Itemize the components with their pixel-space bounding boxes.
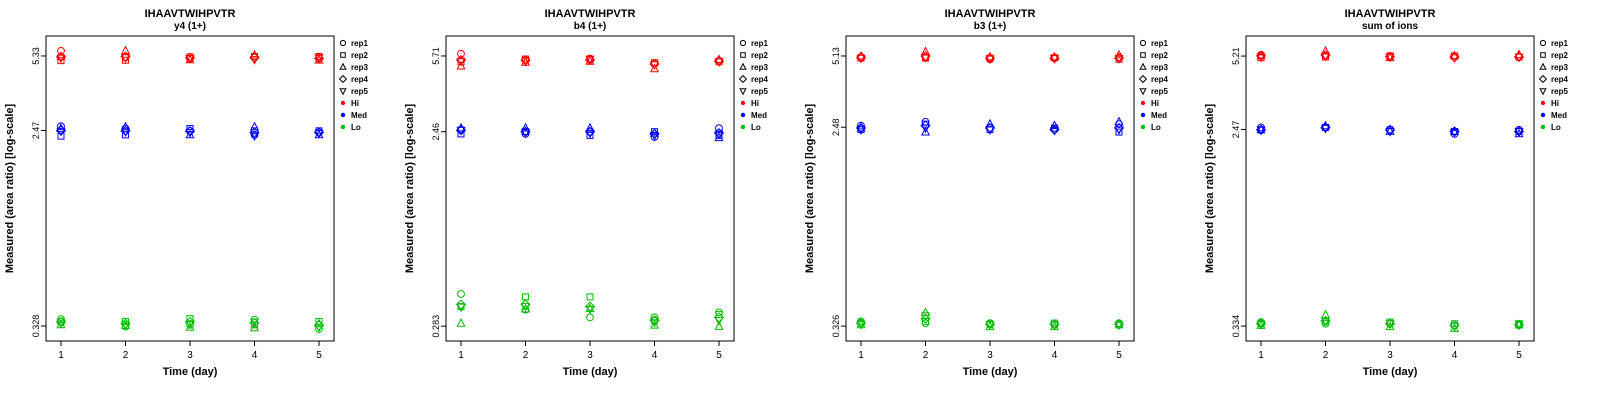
svg-text:Med: Med bbox=[351, 111, 367, 120]
svg-text:IHAAVTWIHPVTR: IHAAVTWIHPVTR bbox=[145, 8, 236, 20]
svg-text:rep1: rep1 bbox=[1551, 39, 1568, 48]
chart-panel-sum-of-ions: IHAAVTWIHPVTR sum of ions 5.21 2.47 0.334 1 2 3… bbox=[1200, 0, 1600, 400]
svg-text:rep3: rep3 bbox=[1551, 63, 1568, 72]
svg-text:1: 1 bbox=[1258, 350, 1264, 361]
svg-text:rep2: rep2 bbox=[1151, 51, 1168, 60]
svg-text:Med: Med bbox=[1551, 111, 1567, 120]
svg-text:0.283: 0.283 bbox=[431, 315, 441, 338]
svg-text:Time (day): Time (day) bbox=[163, 366, 218, 378]
svg-text:5.21: 5.21 bbox=[1231, 47, 1241, 65]
svg-text:3: 3 bbox=[987, 350, 993, 361]
svg-text:Measured (area ratio) [log-sca: Measured (area ratio) [log-scale] bbox=[4, 104, 16, 274]
chart-panel-b3-1plus: IHAAVTWIHPVTR b3 (1+) 5.13 2.48 0.326 1 2 3 4 5 Ti… bbox=[800, 0, 1200, 400]
svg-text:1: 1 bbox=[58, 350, 64, 361]
svg-text:4: 4 bbox=[1052, 350, 1058, 361]
svg-text:2.47: 2.47 bbox=[31, 122, 41, 140]
svg-text:b4 (1+): b4 (1+) bbox=[574, 21, 607, 32]
svg-text:2.46: 2.46 bbox=[431, 123, 441, 141]
svg-text:1: 1 bbox=[858, 350, 864, 361]
svg-text:3: 3 bbox=[1387, 350, 1393, 361]
svg-text:2: 2 bbox=[923, 350, 929, 361]
svg-text:rep5: rep5 bbox=[351, 87, 368, 96]
svg-text:4: 4 bbox=[652, 350, 658, 361]
svg-text:IHAAVTWIHPVTR: IHAAVTWIHPVTR bbox=[1345, 8, 1436, 20]
svg-text:sum of ions: sum of ions bbox=[1362, 21, 1419, 32]
chart-panel-b4-1plus: IHAAVTWIHPVTR b4 (1+) 5.71 2.46 0.283 1 2 3 4 5 Ti… bbox=[400, 0, 800, 400]
svg-text:rep1: rep1 bbox=[1151, 39, 1168, 48]
svg-text:3: 3 bbox=[587, 350, 593, 361]
svg-text:Hi: Hi bbox=[351, 99, 359, 108]
svg-text:rep5: rep5 bbox=[1551, 87, 1568, 96]
svg-text:rep1: rep1 bbox=[351, 39, 368, 48]
svg-text:rep1: rep1 bbox=[751, 39, 768, 48]
svg-text:Measured (area ratio) [log-sca: Measured (area ratio) [log-scale] bbox=[804, 104, 816, 274]
svg-text:Measured (area ratio) [log-sca: Measured (area ratio) [log-scale] bbox=[404, 104, 416, 274]
svg-text:Time (day): Time (day) bbox=[1363, 366, 1418, 378]
svg-text:b3 (1+): b3 (1+) bbox=[974, 21, 1007, 32]
svg-text:Hi: Hi bbox=[1551, 99, 1559, 108]
svg-text:0.334: 0.334 bbox=[1231, 315, 1241, 338]
svg-text:IHAAVTWIHPVTR: IHAAVTWIHPVTR bbox=[945, 8, 1036, 20]
svg-text:Lo: Lo bbox=[751, 123, 761, 132]
svg-text:0.326: 0.326 bbox=[831, 315, 841, 338]
svg-text:2.47: 2.47 bbox=[1231, 121, 1241, 139]
svg-text:2.48: 2.48 bbox=[831, 118, 841, 136]
svg-text:0.328: 0.328 bbox=[31, 315, 41, 338]
svg-text:2: 2 bbox=[123, 350, 129, 361]
svg-text:Hi: Hi bbox=[1151, 99, 1159, 108]
svg-text:Hi: Hi bbox=[751, 99, 759, 108]
svg-text:Lo: Lo bbox=[1151, 123, 1161, 132]
svg-text:2: 2 bbox=[523, 350, 529, 361]
svg-text:IHAAVTWIHPVTR: IHAAVTWIHPVTR bbox=[545, 8, 636, 20]
svg-text:Med: Med bbox=[751, 111, 767, 120]
svg-text:Lo: Lo bbox=[351, 123, 361, 132]
svg-text:5: 5 bbox=[1116, 350, 1122, 361]
svg-text:rep2: rep2 bbox=[1551, 51, 1568, 60]
svg-text:Time (day): Time (day) bbox=[963, 366, 1018, 378]
svg-text:2: 2 bbox=[1323, 350, 1329, 361]
svg-text:Measured (area ratio) [log-sca: Measured (area ratio) [log-scale] bbox=[1204, 104, 1216, 274]
svg-text:3: 3 bbox=[187, 350, 193, 361]
svg-text:rep2: rep2 bbox=[351, 51, 368, 60]
svg-text:rep4: rep4 bbox=[1551, 75, 1568, 84]
svg-text:5: 5 bbox=[1516, 350, 1522, 361]
svg-text:rep2: rep2 bbox=[751, 51, 768, 60]
svg-text:Lo: Lo bbox=[1551, 123, 1561, 132]
svg-text:4: 4 bbox=[252, 350, 258, 361]
svg-text:1: 1 bbox=[458, 350, 464, 361]
chart-panel-y4-1plus: IHAAVTWIHPVTR y4 (1+) 5.33 2.47 0.328 1 2 3 4 5 Ti… bbox=[0, 0, 400, 400]
svg-text:rep5: rep5 bbox=[751, 87, 768, 96]
svg-text:rep3: rep3 bbox=[351, 63, 368, 72]
svg-text:Med: Med bbox=[1151, 111, 1167, 120]
svg-text:rep4: rep4 bbox=[1151, 75, 1168, 84]
svg-text:rep3: rep3 bbox=[751, 63, 768, 72]
svg-text:5.71: 5.71 bbox=[431, 47, 441, 65]
svg-text:rep5: rep5 bbox=[1151, 87, 1168, 96]
svg-text:5.13: 5.13 bbox=[831, 47, 841, 65]
svg-text:y4 (1+): y4 (1+) bbox=[174, 21, 206, 32]
svg-text:5: 5 bbox=[316, 350, 322, 361]
svg-text:rep3: rep3 bbox=[1151, 63, 1168, 72]
svg-text:5.33: 5.33 bbox=[31, 47, 41, 65]
svg-text:rep4: rep4 bbox=[351, 75, 368, 84]
svg-text:4: 4 bbox=[1452, 350, 1458, 361]
svg-text:rep4: rep4 bbox=[751, 75, 768, 84]
svg-text:5: 5 bbox=[716, 350, 722, 361]
svg-text:Time (day): Time (day) bbox=[563, 366, 618, 378]
